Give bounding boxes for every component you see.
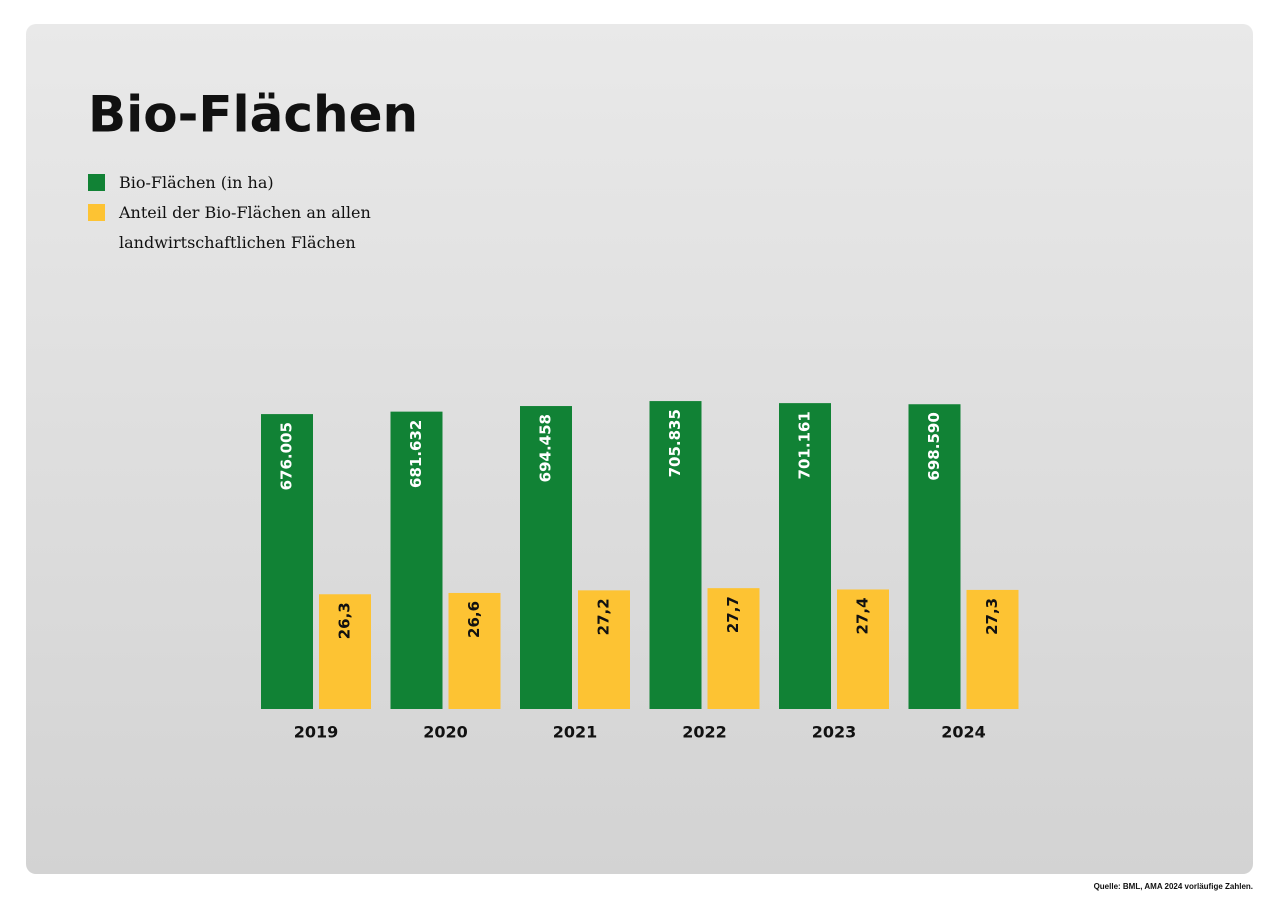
bar <box>448 592 501 709</box>
bar <box>707 588 760 709</box>
legend: Bio-Flächen (in ha) Anteil der Bio-Fläche… <box>88 168 389 258</box>
x-tick-label: 2022 <box>682 723 727 742</box>
bar <box>261 414 313 709</box>
legend-label: Bio-Flächen (in ha) <box>119 173 274 192</box>
bar <box>520 406 572 709</box>
legend-swatch <box>88 204 105 221</box>
value-label: 705.835 <box>666 409 684 477</box>
legend-swatch <box>88 174 105 191</box>
bar <box>966 589 1019 709</box>
bar <box>649 401 702 709</box>
chart-title: Bio-Flächen <box>88 86 418 144</box>
value-label: 676.005 <box>278 422 296 490</box>
source: Quelle: BML, AMA 2024 vorläufige Zahlen. <box>1093 882 1253 891</box>
value-label: 701.161 <box>796 411 814 479</box>
value-label: 27,3 <box>983 598 1001 635</box>
value-label: 27,4 <box>854 597 872 634</box>
value-label: 27,7 <box>724 596 742 633</box>
x-tick-label: 2020 <box>423 723 468 742</box>
bar <box>779 403 831 709</box>
bar <box>319 594 371 709</box>
value-label: 681.632 <box>407 420 425 488</box>
x-tick-label: 2023 <box>812 723 857 742</box>
value-label: 694.458 <box>537 414 555 482</box>
value-label: 26,3 <box>336 602 354 639</box>
legend-item: Anteil der Bio-Flächen an allen landwirt… <box>88 198 389 258</box>
panel <box>26 24 1253 874</box>
bar <box>837 589 889 709</box>
bar <box>578 590 630 709</box>
x-tick-label: 2021 <box>553 723 598 742</box>
legend-label: Anteil der Bio-Flächen an allen landwirt… <box>119 203 371 252</box>
legend-item: Bio-Flächen (in ha) <box>88 168 389 198</box>
x-tick-label: 2019 <box>294 723 339 742</box>
bar <box>390 411 443 709</box>
value-label: 698.590 <box>925 412 943 480</box>
value-label: 26,6 <box>465 601 483 638</box>
value-label: 27,2 <box>595 598 613 635</box>
bar <box>908 404 961 709</box>
x-tick-label: 2024 <box>941 723 986 742</box>
